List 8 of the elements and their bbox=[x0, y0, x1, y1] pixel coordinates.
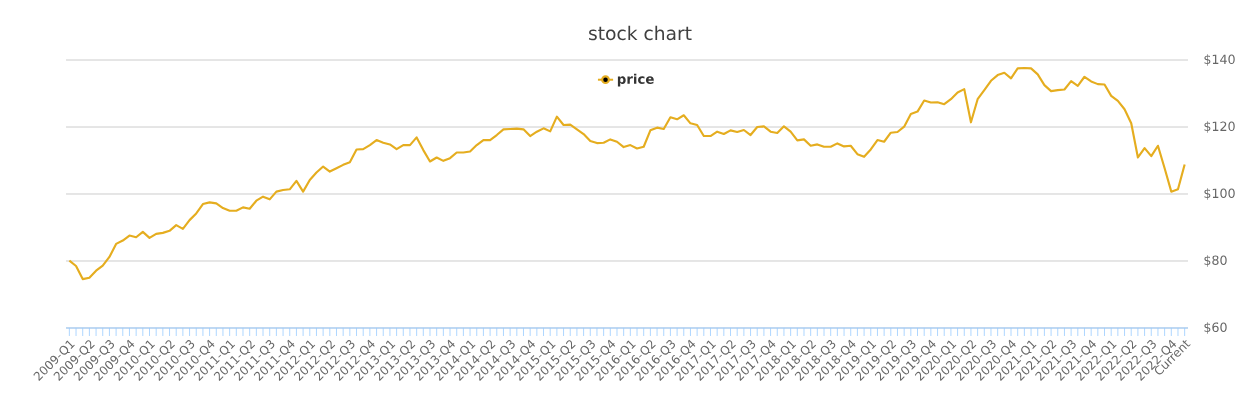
line-series bbox=[68, 66, 1186, 281]
legend-label: price bbox=[617, 73, 654, 87]
y-tick-label: $60 bbox=[1204, 322, 1227, 334]
y-tick-label: $100 bbox=[1204, 188, 1235, 200]
y-tick-label: $120 bbox=[1204, 121, 1235, 133]
y-tick-label: $80 bbox=[1204, 255, 1227, 267]
y-tick-label: $140 bbox=[1204, 54, 1235, 66]
chart-title: stock chart bbox=[589, 25, 692, 41]
